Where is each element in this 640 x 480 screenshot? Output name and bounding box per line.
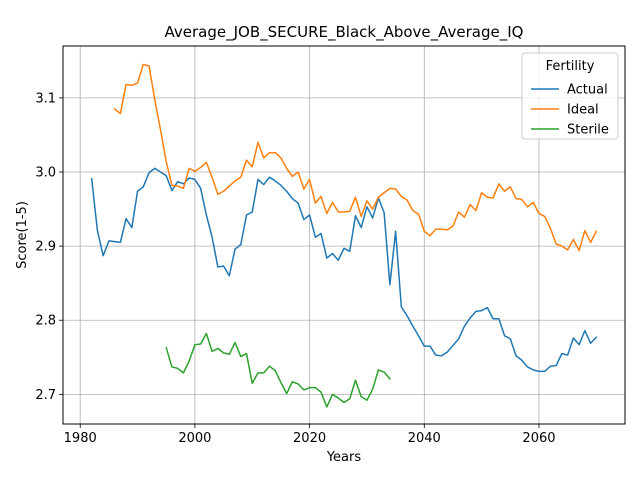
- x-tick-label: 2040: [408, 431, 441, 446]
- legend-box: [521, 52, 619, 140]
- chart-title: Average_JOB_SECURE_Black_Above_Average_I…: [165, 23, 524, 42]
- legend-label-ideal: Ideal: [567, 103, 599, 118]
- legend: Fertility Actual Ideal Sterile: [521, 52, 619, 140]
- x-axis-title: Years: [326, 450, 362, 465]
- plot-frame: [62, 45, 626, 425]
- legend-label-actual: Actual: [567, 83, 608, 98]
- x-tick-label: 1980: [64, 431, 97, 446]
- series-line-ideal: [113, 63, 598, 252]
- y-tick-label: 2.7: [35, 388, 56, 403]
- y-axis-title: Score(1-5): [15, 201, 30, 269]
- legend-title: Fertility: [546, 59, 595, 74]
- legend-items: Actual Ideal Sterile: [531, 83, 609, 138]
- series-line-actual: [90, 167, 598, 373]
- axis-ticks: 1980 2000 2020 2040 2060 2.7 2.8 2.9 3.0 3.1: [35, 91, 555, 446]
- series-line-sterile: [165, 332, 391, 408]
- x-tick-label: 2020: [293, 431, 326, 446]
- y-tick-label: 3.0: [35, 166, 56, 181]
- x-tick-label: 2000: [178, 431, 211, 446]
- legend-label-sterile: Sterile: [567, 123, 609, 138]
- y-tick-label: 2.9: [35, 240, 56, 255]
- x-tick-label: 2060: [522, 431, 555, 446]
- y-tick-label: 2.8: [35, 314, 56, 329]
- series-lines: [90, 63, 598, 408]
- y-tick-label: 3.1: [35, 91, 56, 106]
